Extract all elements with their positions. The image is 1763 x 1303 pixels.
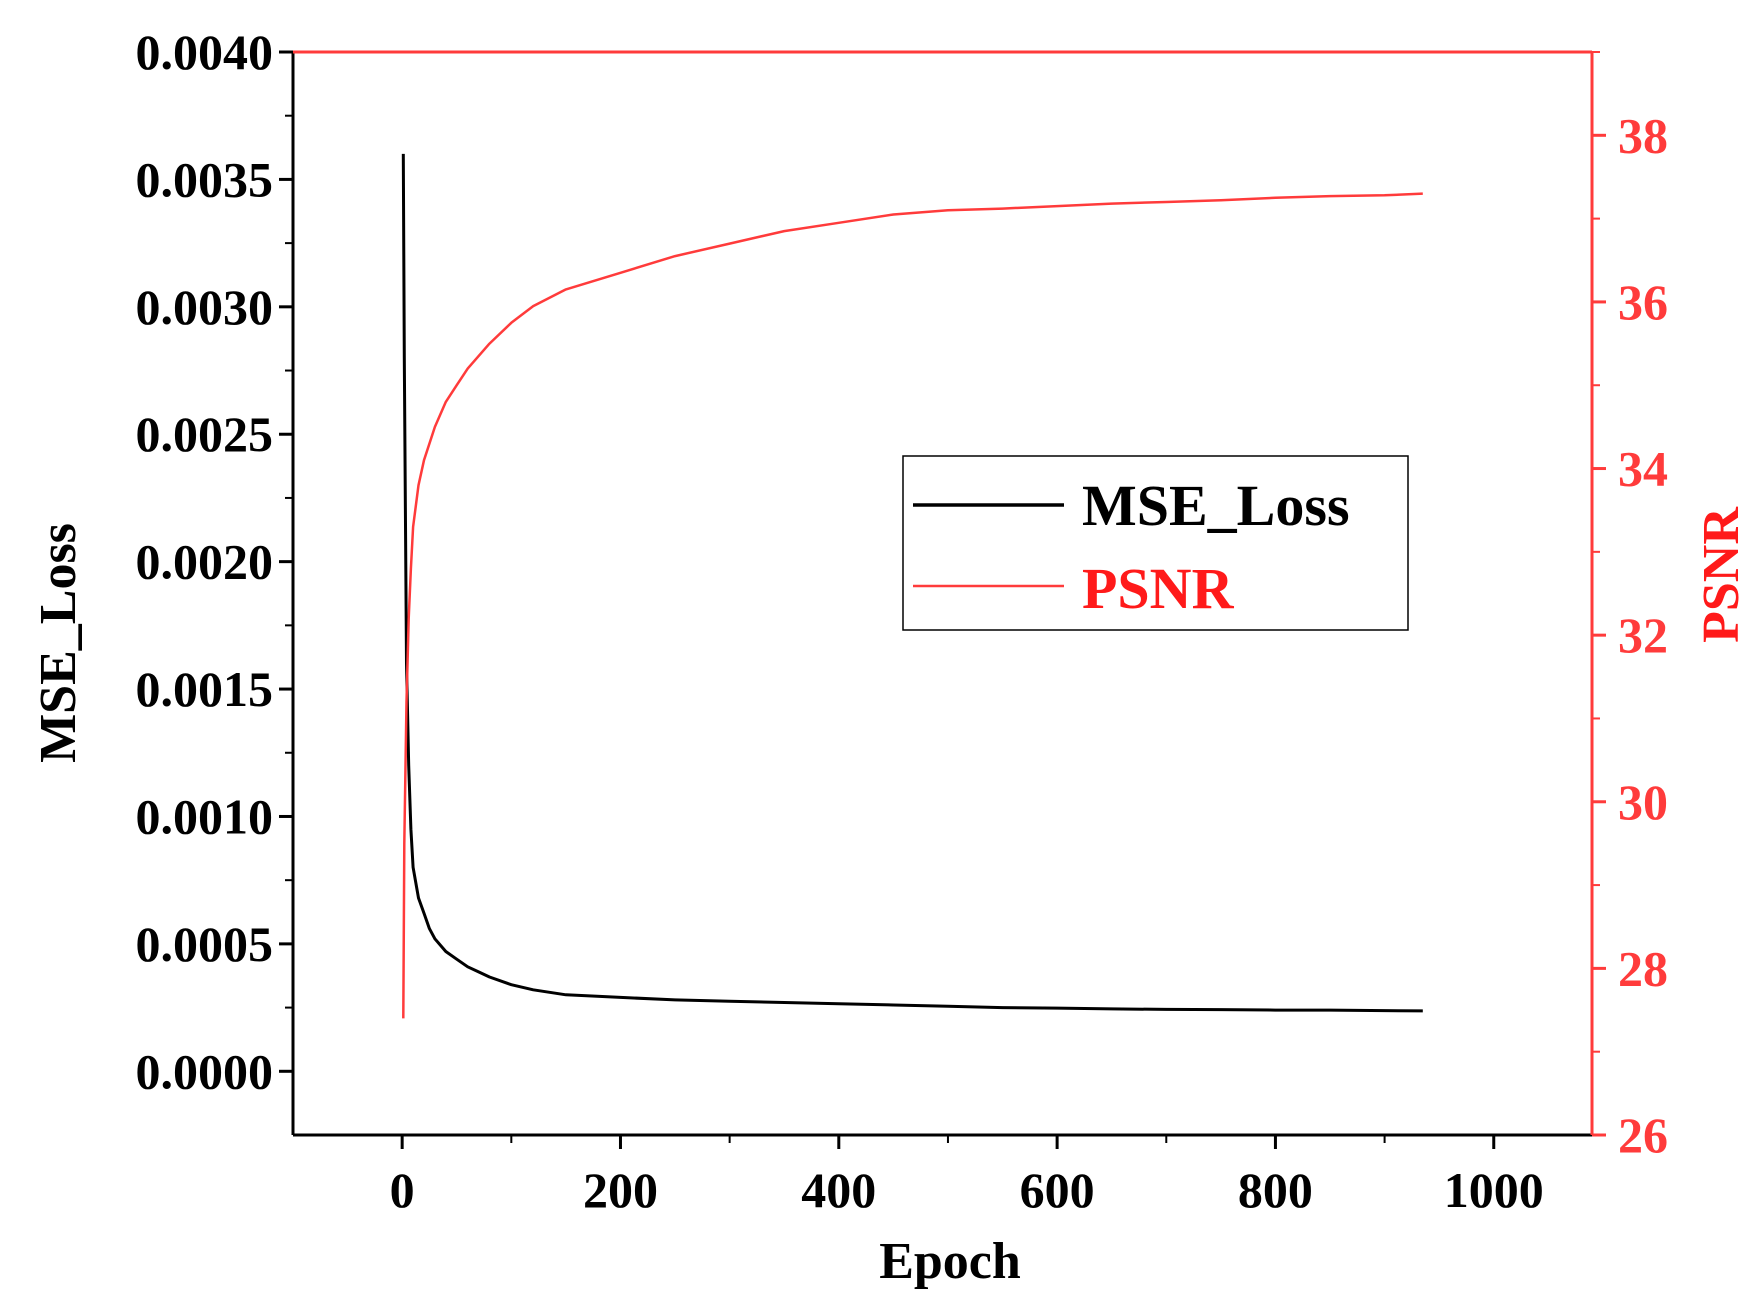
y-right-tick-label: 34 — [1618, 441, 1668, 497]
y-right-axis-title: PSNR — [1693, 506, 1750, 643]
x-tick-label: 1000 — [1444, 1162, 1544, 1218]
x-tick-label: 200 — [583, 1162, 658, 1218]
y-right-tick-label: 36 — [1618, 274, 1668, 330]
legend-label-psnr: PSNR — [1082, 556, 1235, 621]
y-right-tick-label: 38 — [1618, 107, 1668, 163]
x-tick-label: 600 — [1020, 1162, 1095, 1218]
y-left-tick-label: 0.0000 — [136, 1043, 274, 1099]
plot-frame — [291, 50, 1594, 1137]
x-axis-title: Epoch — [879, 1233, 1021, 1290]
x-tick-label: 0 — [390, 1162, 415, 1218]
legend: MSE_Loss PSNR — [902, 455, 1409, 631]
y-left-axis-ticks: 0.0000 0.0005 0.0010 0.0015 0.0020 0.0025 0.00… — [136, 24, 293, 1099]
x-tick-label: 400 — [801, 1162, 876, 1218]
y-right-tick-label: 32 — [1618, 607, 1668, 663]
x-axis-ticks: 0 200 400 600 800 1000 — [390, 1135, 1544, 1218]
x-tick-label: 800 — [1238, 1162, 1313, 1218]
y-left-tick-label: 0.0025 — [136, 406, 274, 462]
y-left-axis-title: MSE_Loss — [30, 523, 87, 763]
series-layer — [401, 153, 1423, 1019]
y-left-tick-label: 0.0005 — [136, 916, 274, 972]
y-left-tick-label: 0.0010 — [136, 788, 274, 844]
y-left-tick-label: 0.0030 — [136, 279, 274, 335]
y-right-tick-label: 30 — [1618, 774, 1668, 830]
legend-label-mse-loss: MSE_Loss — [1082, 473, 1350, 538]
y-right-tick-label: 26 — [1618, 1107, 1668, 1163]
legend-box — [902, 455, 1409, 631]
series-line-psnr — [402, 192, 1423, 1019]
y-right-axis-ticks: 26 28 30 32 34 36 38 — [1592, 51, 1668, 1163]
y-left-tick-label: 0.0035 — [136, 151, 274, 207]
series-line-mse-loss — [401, 153, 1423, 1013]
y-left-tick-label: 0.0040 — [136, 24, 274, 80]
y-left-tick-label: 0.0020 — [136, 534, 274, 590]
y-left-tick-label: 0.0015 — [136, 661, 274, 717]
y-right-tick-label: 28 — [1618, 940, 1668, 996]
